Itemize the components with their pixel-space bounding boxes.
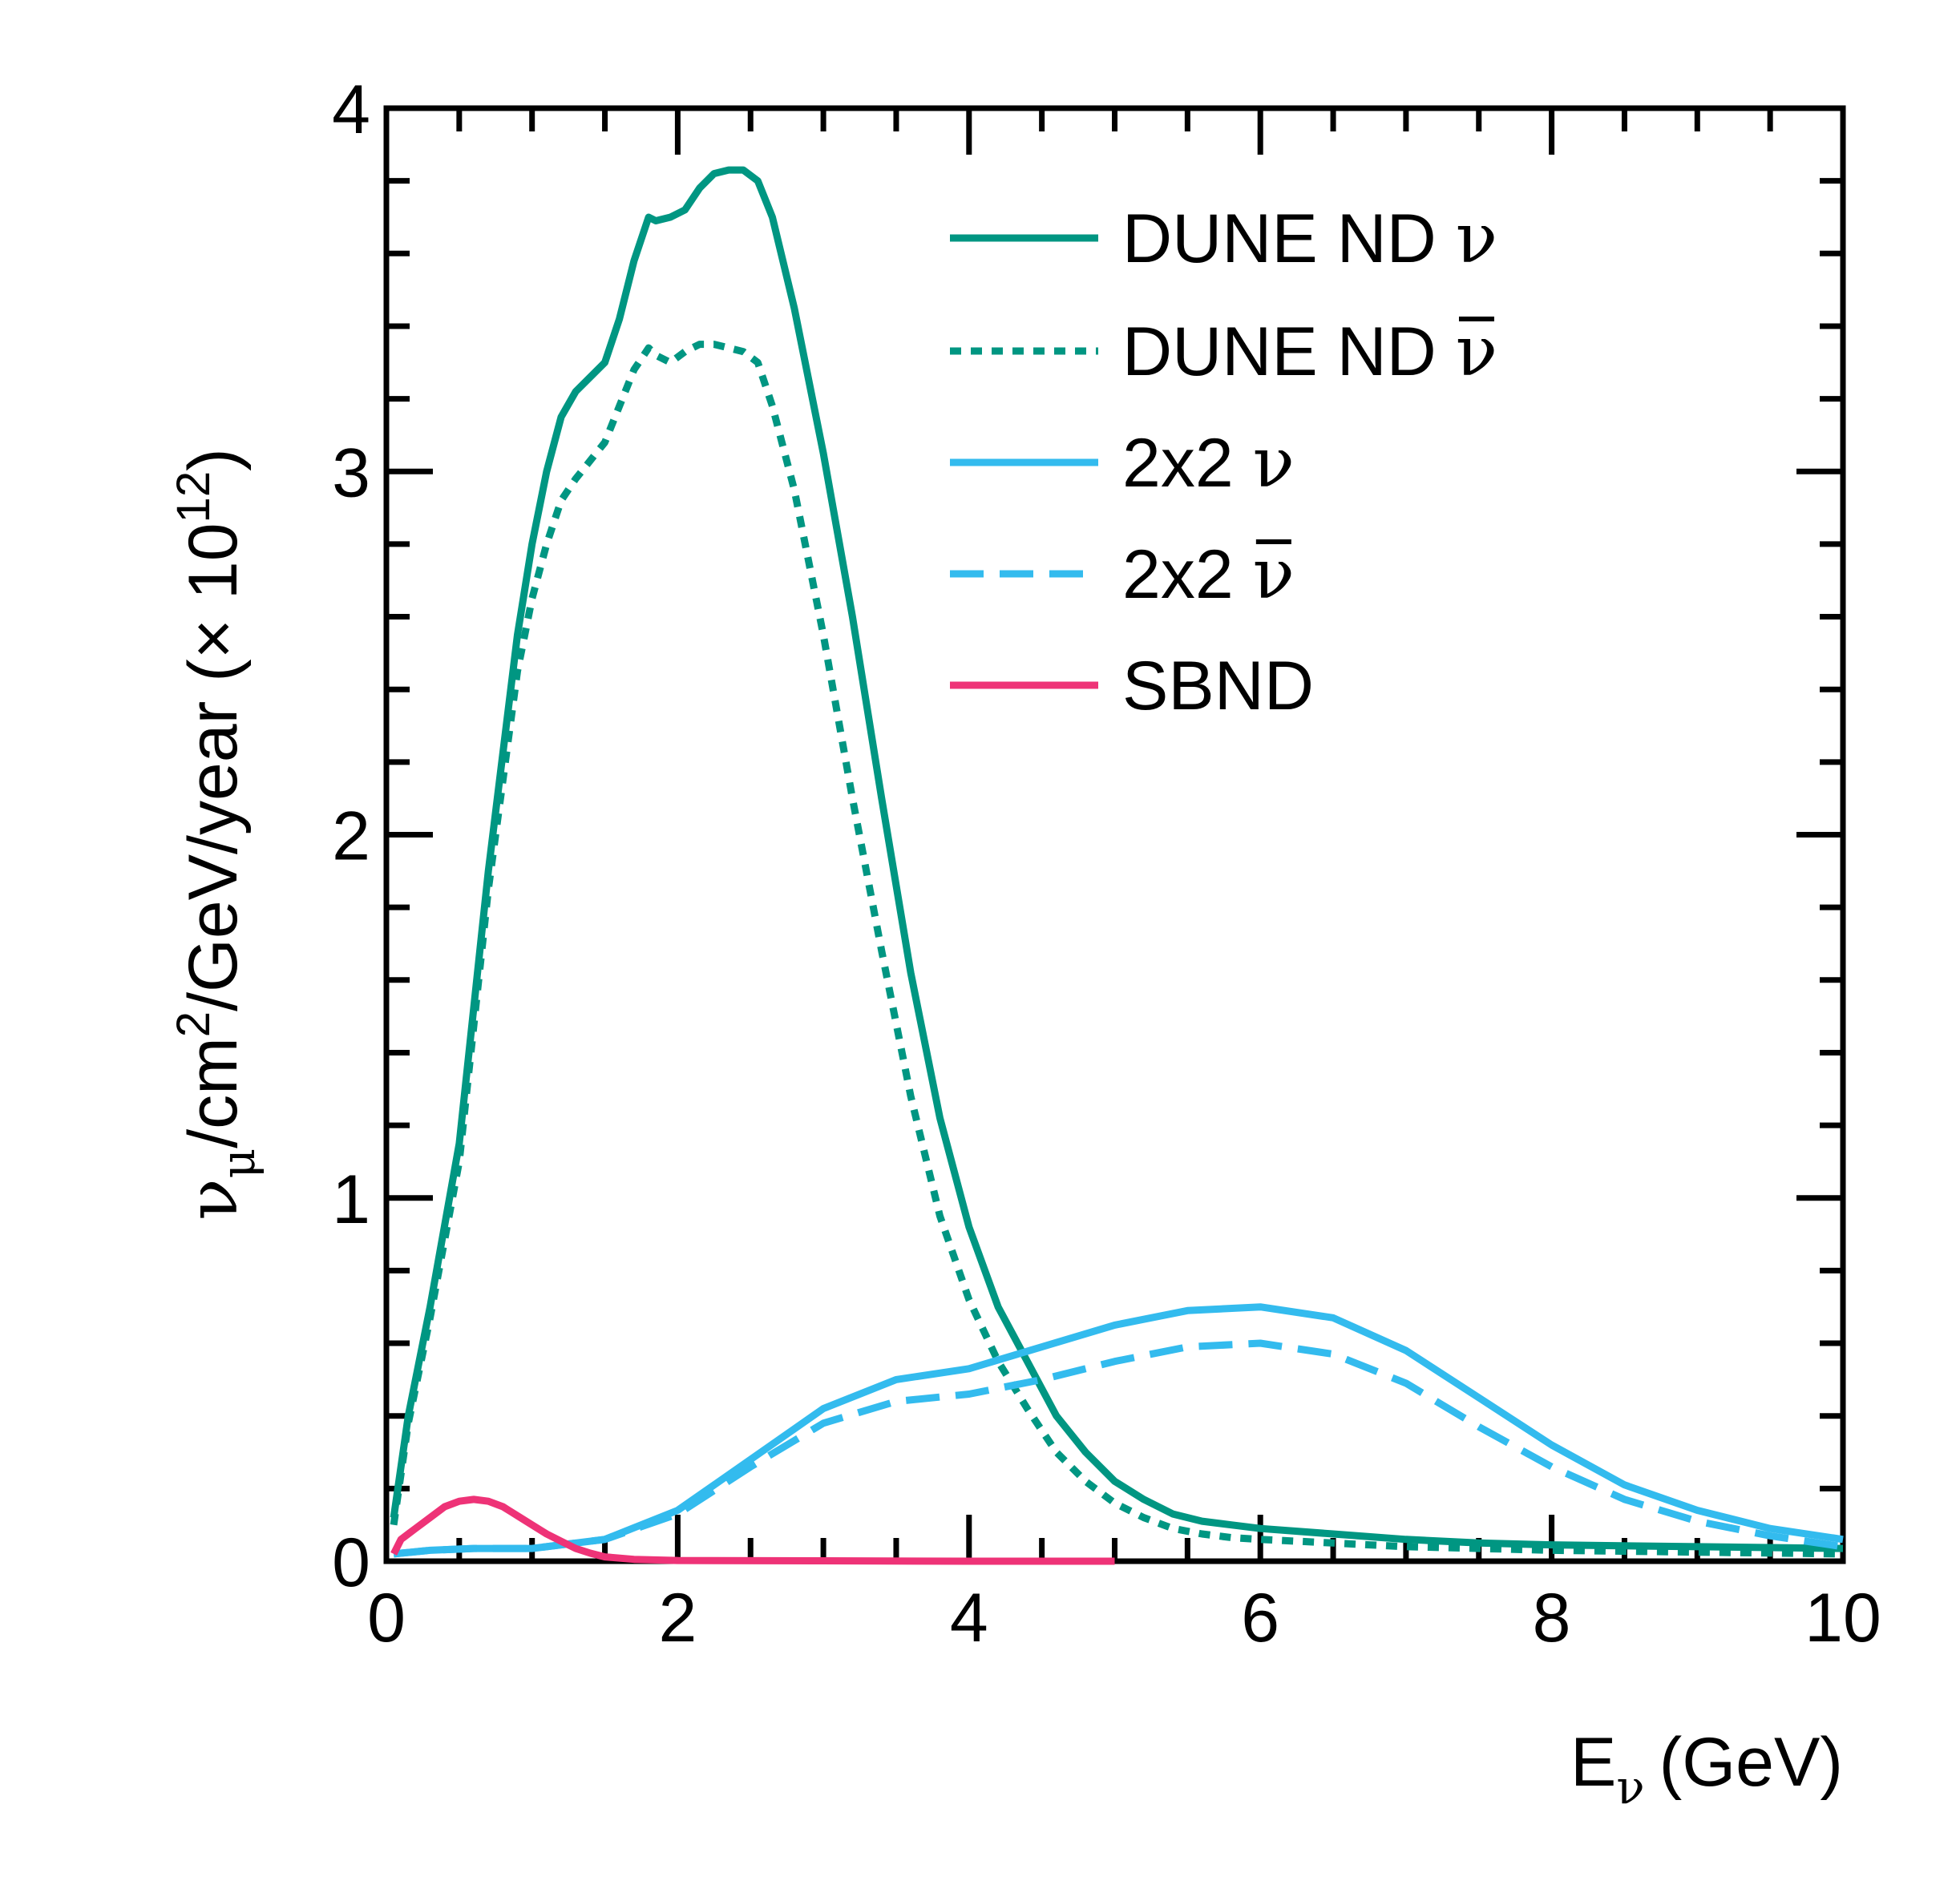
legend-label-2: DUNE ND ν — [1122, 312, 1497, 392]
y-axis-title-sup2: 2 — [168, 1011, 220, 1037]
series-line-1 — [390, 166, 1844, 1552]
legend-label-5: SBND — [1122, 648, 1314, 725]
y-tick-label: 1 — [332, 1161, 370, 1238]
legend-label-3: 2x2 ν — [1122, 423, 1295, 503]
plot-frame — [383, 105, 1846, 1564]
x-axis-title-unit: (GeV) — [1659, 1724, 1843, 1801]
x-tick-label: 2 — [658, 1580, 697, 1657]
y-axis-title-mu: μ — [211, 1148, 265, 1179]
series-line-2 — [390, 341, 1844, 1558]
legend-label-4: 2x2 ν — [1122, 535, 1295, 615]
x-tick-label: 6 — [1241, 1580, 1279, 1657]
y-axis-title-nu: ν — [173, 1178, 253, 1220]
y-axis-title-cm: /cm — [175, 1037, 252, 1148]
y-axis-title: νμ/cm2/GeV/year (× 1012) — [168, 448, 265, 1220]
series-line-4 — [393, 1339, 1844, 1558]
x-tick-label: 4 — [950, 1580, 988, 1657]
series-line-5 — [390, 1495, 1115, 1565]
series-line-3 — [393, 1303, 1844, 1558]
x-axis-title-sub: ν — [1616, 1760, 1644, 1814]
x-tick-label: 10 — [1804, 1580, 1881, 1657]
x-axis-title: Eν (GeV) — [1570, 1724, 1843, 1814]
legend-label-1: DUNE ND ν — [1122, 199, 1497, 279]
legend: DUNE ND ν DUNE ND ν 2x2 ν 2x2 ν SBND — [950, 199, 1497, 725]
y-axis-title-sup12: 12 — [168, 471, 220, 523]
x-axis-title-main: E — [1570, 1724, 1616, 1801]
y-axis-title-rest: /GeV/year (× 10 — [175, 523, 252, 1011]
y-axis-title-close: ) — [175, 448, 252, 471]
y-tick-label: 0 — [332, 1524, 370, 1601]
y-tick-label: 3 — [332, 434, 370, 511]
axis-ticks — [383, 105, 1846, 1564]
x-tick-label: 8 — [1533, 1580, 1571, 1657]
y-tick-label: 2 — [332, 798, 370, 875]
axis-tick-labels: 0 2 4 6 8 10 0 1 2 3 4 — [332, 71, 1881, 1657]
y-tick-label: 4 — [332, 71, 370, 148]
series-layer — [390, 166, 1844, 1565]
x-tick-label: 0 — [367, 1580, 406, 1657]
